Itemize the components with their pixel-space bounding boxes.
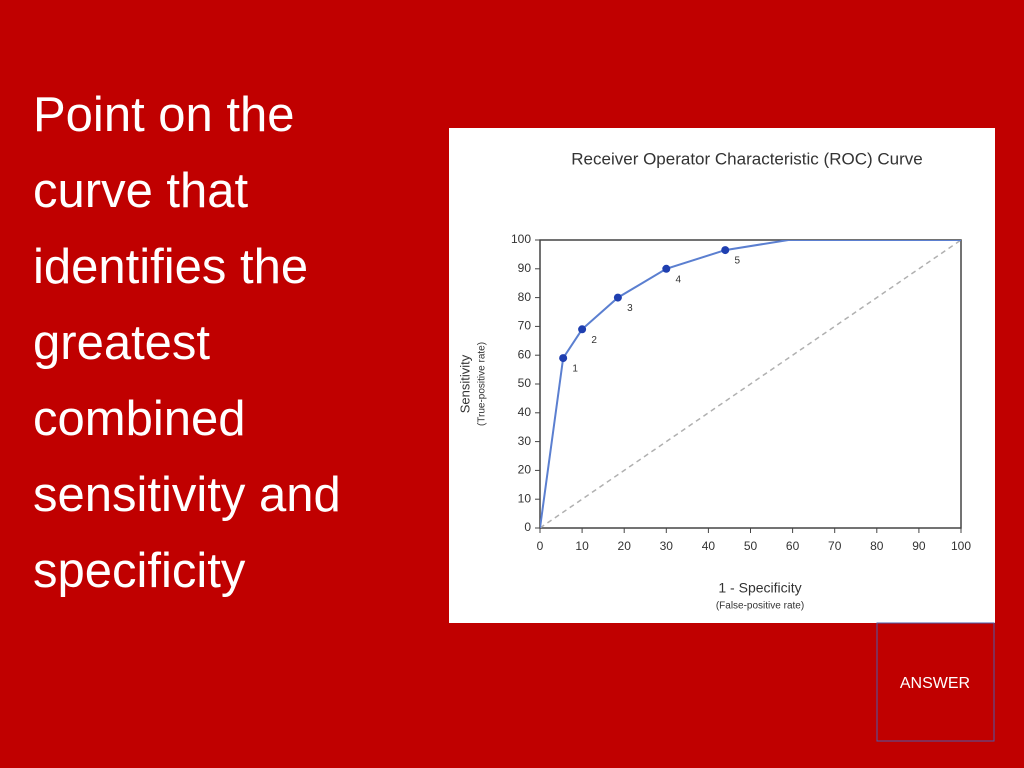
x-tick-label: 40	[702, 539, 716, 553]
heading-line: greatest	[33, 316, 210, 370]
x-tick-label: 0	[537, 539, 544, 553]
heading-line: specificity	[33, 544, 246, 598]
x-axis-label: 1 - Specificity	[718, 580, 801, 596]
point-label: 4	[676, 274, 682, 285]
curve-point	[613, 293, 622, 302]
heading-line: identifies the	[33, 240, 308, 294]
x-tick-label: 50	[744, 539, 758, 553]
heading-line: curve that	[33, 164, 249, 218]
x-tick-label: 30	[660, 539, 674, 553]
point-label: 3	[627, 303, 633, 314]
roc-curve	[540, 240, 961, 528]
answer-label[interactable]: ANSWER	[900, 675, 970, 692]
curve-point	[578, 325, 587, 334]
x-axis-sublabel: (False-positive rate)	[716, 601, 804, 612]
heading-line: sensitivity and	[33, 468, 341, 522]
x-tick-label: 10	[575, 539, 589, 553]
curve-point	[721, 246, 730, 255]
y-tick-label: 10	[518, 491, 532, 505]
y-tick-label: 50	[518, 376, 532, 390]
y-tick-label: 0	[524, 520, 531, 534]
chart-title: Receiver Operator Characteristic (ROC) C…	[571, 149, 922, 168]
y-tick-label: 30	[518, 434, 532, 448]
y-axis-sublabel: (True-positive rate)	[477, 342, 488, 426]
point-label: 1	[572, 364, 578, 375]
reference-line	[540, 240, 961, 528]
y-tick-label: 70	[518, 319, 532, 333]
heading-line: Point on the	[33, 88, 295, 142]
heading-line: combined	[33, 392, 245, 446]
answer-button[interactable]	[876, 622, 995, 742]
x-tick-label: 100	[951, 539, 971, 553]
curve-point	[559, 354, 568, 363]
y-tick-label: 20	[518, 463, 532, 477]
point-label: 2	[591, 335, 597, 346]
x-tick-label: 60	[786, 539, 800, 553]
x-tick-label: 90	[912, 539, 926, 553]
x-tick-label: 20	[618, 539, 632, 553]
y-axis-label: Sensitivity	[457, 354, 472, 413]
y-tick-label: 100	[511, 232, 531, 246]
curve-point	[662, 264, 671, 273]
y-tick-label: 40	[518, 405, 532, 419]
x-tick-label: 80	[870, 539, 884, 553]
y-tick-label: 60	[518, 347, 532, 361]
x-tick-label: 70	[828, 539, 842, 553]
y-tick-label: 80	[518, 290, 532, 304]
y-tick-label: 90	[518, 261, 532, 275]
point-label: 5	[734, 256, 740, 267]
